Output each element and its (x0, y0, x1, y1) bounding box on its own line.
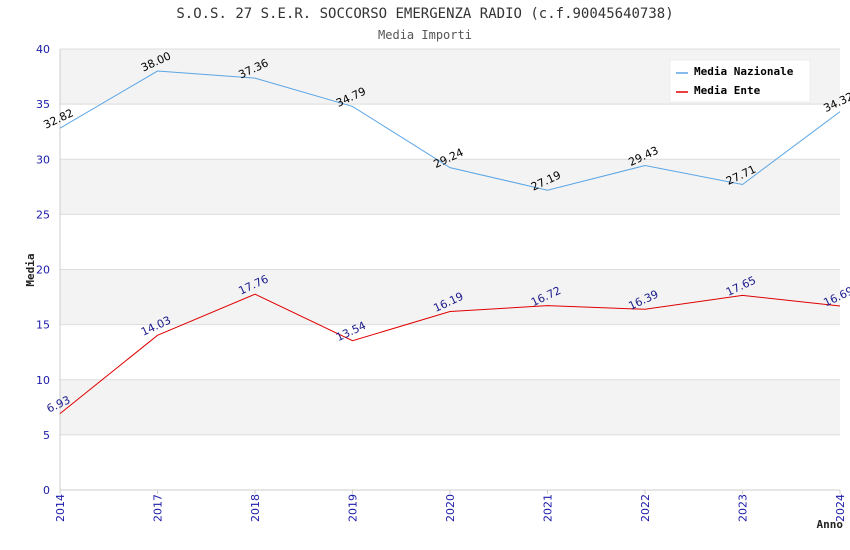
y-tick-label: 35 (36, 98, 50, 111)
series-line-media-ente (59, 293, 841, 414)
x-tick-label: 2019 (347, 494, 360, 522)
grid-bands (60, 49, 840, 435)
x-axis-label: Anno (817, 518, 844, 531)
y-tick-label: 10 (36, 374, 50, 387)
x-tick-label: 2023 (737, 494, 750, 522)
x-tick-label: 2021 (542, 494, 555, 522)
chart-title: S.O.S. 27 S.E.R. SOCCORSO EMERGENZA RADI… (176, 6, 673, 22)
grid-band (60, 159, 840, 215)
y-tick-label: 0 (43, 484, 50, 497)
y-tick-label: 30 (36, 153, 50, 166)
grid-band (60, 379, 840, 435)
grid-band (60, 269, 840, 325)
y-tick-label: 5 (43, 429, 50, 442)
series-lines (59, 70, 841, 414)
legend-label-media-nazionale: Media Nazionale (694, 65, 794, 78)
y-tick-label: 15 (36, 319, 50, 332)
x-tick-label: 2017 (152, 494, 165, 522)
x-tick-label: 2024 (834, 494, 847, 522)
y-tick-label: 20 (36, 264, 50, 277)
x-tick-label: 2020 (444, 494, 457, 522)
legend-box (669, 59, 811, 103)
series-line-media-nazionale (59, 70, 841, 191)
chart-subtitle: Media Importi (378, 28, 472, 42)
legend: Media Nazionale Media Ente (669, 59, 811, 103)
x-tick-label: 2018 (249, 494, 262, 522)
x-tick-label: 2014 (54, 494, 67, 522)
x-axis-ticks: 2014 2017 2018 2019 2020 2021 2022 2023 2024 (54, 490, 847, 522)
legend-label-media-ente: Media Ente (694, 84, 761, 97)
y-axis-label: Media (24, 253, 37, 286)
y-axis-ticks: 0 5 10 15 20 25 30 35 40 (36, 43, 50, 497)
y-tick-label: 25 (36, 208, 50, 221)
x-tick-label: 2022 (639, 494, 652, 522)
y-tick-label: 40 (36, 43, 50, 56)
